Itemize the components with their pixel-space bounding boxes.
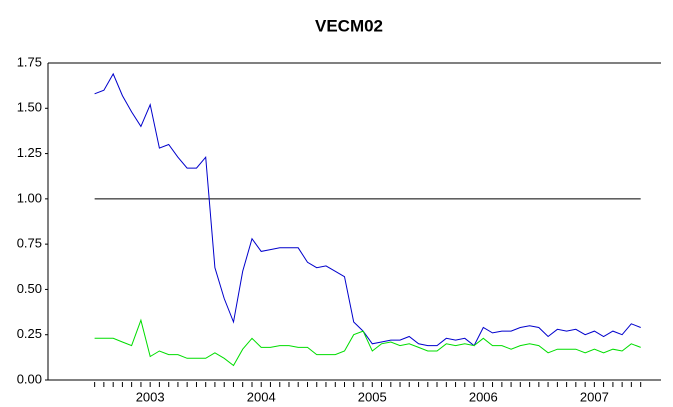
x-tick-label: 2007 [580,389,609,404]
y-tick-label: 1.75 [17,54,42,69]
x-tick-label: 2006 [469,389,498,404]
y-tick-label: 1.00 [17,190,42,205]
x-tick-label: 2003 [136,389,165,404]
series-line [94,72,641,347]
y-tick-label: 0.00 [17,371,42,386]
y-tick-label: 1.50 [17,100,42,115]
series-line [94,318,641,367]
y-tick-label: 1.25 [17,145,42,160]
x-tick-label: 2005 [358,389,387,404]
y-tick-label: 0.50 [17,281,42,296]
chart-title: VECM02 [315,16,383,35]
y-tick-label: 0.75 [17,236,42,251]
y-tick-label: 0.25 [17,326,42,341]
x-tick-label: 2004 [247,389,276,404]
